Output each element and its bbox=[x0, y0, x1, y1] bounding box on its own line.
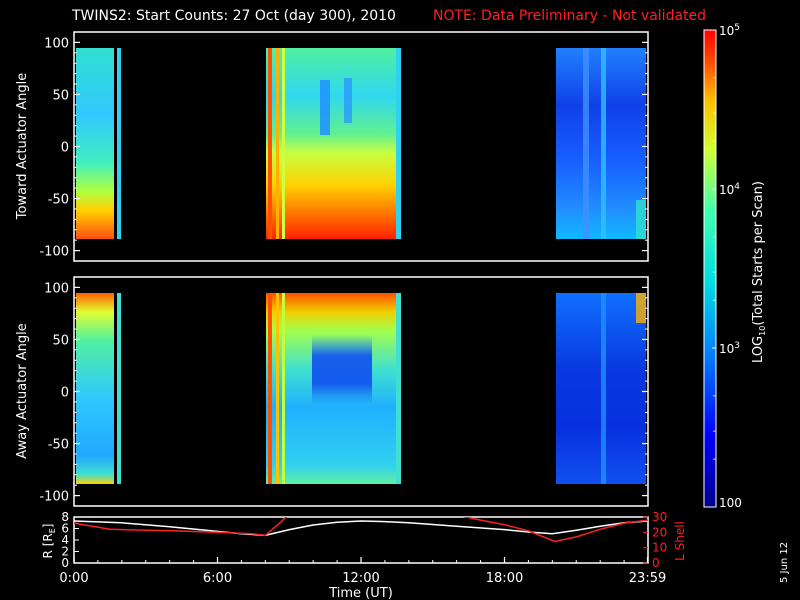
toward-segment-2 bbox=[266, 48, 398, 239]
x-tick-label: 23:59 bbox=[629, 571, 666, 586]
left-tick-label: 6 bbox=[61, 522, 69, 536]
colorbar-tick-label: 104 bbox=[719, 182, 740, 197]
x-tick-label: 18:00 bbox=[486, 571, 523, 586]
radius-line bbox=[74, 520, 648, 537]
away-segment-1-strip bbox=[117, 293, 121, 484]
away-segment-1 bbox=[76, 293, 114, 484]
colorbar: 100 103 104 105 LOG10(Total Starts per Scan… bbox=[703, 23, 767, 510]
right-tick-label: 30 bbox=[652, 510, 667, 524]
toward-segment-2-strip bbox=[396, 48, 401, 239]
y-tick-label: -50 bbox=[48, 193, 69, 208]
preliminary-note: NOTE: Data Preliminary - Not validated bbox=[433, 8, 706, 24]
colorbar-label: LOG10(Total Starts per Scan) bbox=[751, 181, 767, 363]
toward-segment-1-strip bbox=[117, 48, 121, 239]
colorbar-tick-label: 100 bbox=[719, 496, 742, 510]
away-corner-patch bbox=[636, 293, 646, 323]
toward-stripe-3b bbox=[601, 48, 606, 239]
away-angle-panel: 100 50 0 -50 -100 Away Actuator Angle bbox=[15, 276, 649, 507]
right-tick-label: 0 bbox=[652, 556, 660, 570]
colorbar-ticks: 100 103 104 105 bbox=[712, 23, 742, 510]
x-tick-label: 12:00 bbox=[342, 571, 379, 586]
toward-blue-patch-1 bbox=[320, 80, 330, 135]
away-stripe-yellow bbox=[282, 293, 285, 484]
y-tick-label: 0 bbox=[61, 141, 69, 156]
toward-ylabel: Toward Actuator Angle bbox=[15, 73, 30, 220]
away-y-ticks: 100 50 0 -50 -100 bbox=[39, 281, 648, 505]
away-heatmap bbox=[76, 293, 646, 484]
y-tick-label: -50 bbox=[48, 438, 69, 453]
chart-title: TWINS2: Start Counts: 27 Oct (day 300), … bbox=[71, 8, 396, 24]
right-tick-label: 10 bbox=[652, 541, 667, 555]
side-date-label: 5 Jun 12 bbox=[779, 542, 790, 583]
y-tick-label: 0 bbox=[61, 386, 69, 401]
toward-corner-patch bbox=[636, 200, 646, 239]
y-tick-label: -100 bbox=[39, 490, 69, 505]
left-tick-label: 8 bbox=[61, 510, 69, 524]
orbit-ylabel-right: L Shell bbox=[673, 521, 687, 561]
right-tick-label: 20 bbox=[652, 525, 667, 539]
lshell-line-1 bbox=[74, 517, 288, 537]
orbit-lines bbox=[74, 517, 648, 543]
colorbar-tick-label: 103 bbox=[719, 341, 740, 356]
toward-blue-patch-2 bbox=[344, 78, 352, 123]
away-stripe-orange bbox=[276, 293, 279, 484]
away-stripe-red bbox=[268, 293, 272, 484]
toward-y-ticks: 100 50 0 -50 -100 bbox=[39, 36, 648, 260]
away-ylabel: Away Actuator Angle bbox=[15, 323, 30, 458]
y-tick-label: 50 bbox=[52, 88, 69, 103]
x-tick-label: 6:00 bbox=[203, 571, 232, 586]
toward-segment-1 bbox=[76, 48, 114, 239]
left-tick-label: 0 bbox=[61, 556, 69, 570]
toward-angle-panel: 100 50 0 -50 -100 Toward Actuator Angle bbox=[15, 31, 649, 262]
left-tick-label: 4 bbox=[61, 533, 69, 547]
away-segment-2-strip bbox=[396, 293, 401, 484]
orbit-x-ticks: 0:00 6:00 12:00 18:00 23:59 bbox=[59, 557, 666, 586]
y-tick-label: 100 bbox=[44, 281, 69, 296]
orbit-xlabel: Time (UT) bbox=[328, 586, 393, 600]
away-blue-blob bbox=[312, 335, 372, 405]
y-tick-label: -100 bbox=[39, 245, 69, 260]
lshell-line-2 bbox=[462, 517, 648, 543]
toward-heatmap bbox=[76, 48, 646, 239]
toward-stripe-orange bbox=[276, 48, 279, 239]
left-tick-label: 2 bbox=[61, 545, 69, 559]
x-tick-label: 0:00 bbox=[59, 571, 88, 586]
y-tick-label: 50 bbox=[52, 333, 69, 348]
colorbar-tick-label: 105 bbox=[719, 23, 740, 38]
colorbar-scale bbox=[703, 29, 717, 508]
away-stripe-3 bbox=[601, 293, 606, 484]
y-tick-label: 100 bbox=[44, 36, 69, 51]
toward-stripe-red bbox=[268, 48, 272, 239]
toward-stripe-3a bbox=[583, 48, 589, 239]
toward-stripe-yellow bbox=[282, 48, 285, 239]
orbit-ylabel-left: R [RE] bbox=[41, 524, 57, 559]
